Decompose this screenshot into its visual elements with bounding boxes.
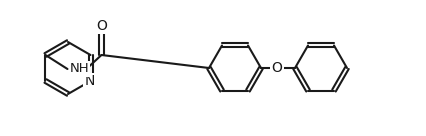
Text: O: O [271,61,282,75]
Text: N: N [84,74,95,88]
Text: O: O [96,19,107,33]
Text: NH: NH [70,63,89,75]
